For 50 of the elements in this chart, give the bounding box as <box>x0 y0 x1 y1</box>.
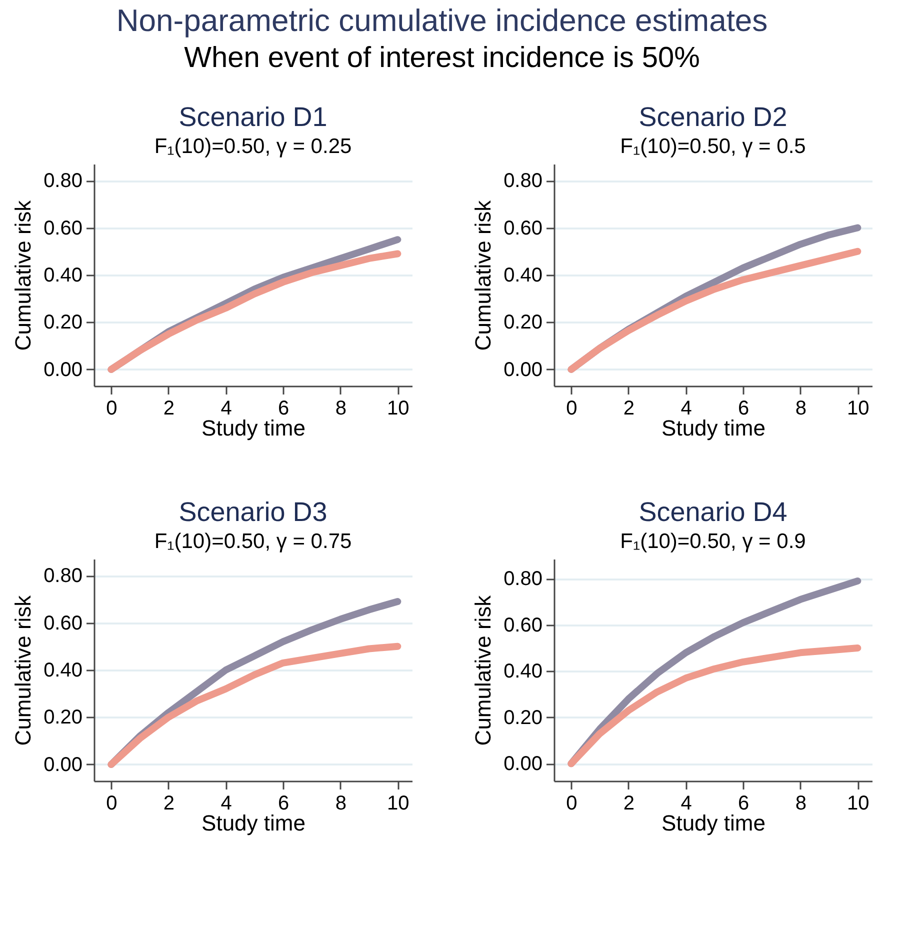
y-tick-label: 0.60 <box>504 217 542 240</box>
chart-title: Scenario D4 <box>638 497 788 527</box>
y-axis-title: Cumulative risk <box>10 594 36 746</box>
y-tick-label: 0.60 <box>44 612 82 634</box>
y-tick-label: 0.20 <box>44 312 82 334</box>
y-tick-label: 0.00 <box>44 754 82 776</box>
y-tick-label: 0.40 <box>44 660 82 682</box>
y-tick-label: 0.00 <box>504 358 542 381</box>
y-tick-label: 0.00 <box>44 358 82 381</box>
y-axis-title: Cumulative risk <box>470 594 496 746</box>
x-tick-label: 2 <box>623 792 635 814</box>
x-tick-label: 8 <box>795 792 806 814</box>
x-tick-label: 2 <box>163 398 175 420</box>
x-tick-label: 0 <box>566 398 578 420</box>
chart-subtitle: F₁(10)=0.50, γ = 0.25 <box>154 135 352 158</box>
chart-title: Scenario D3 <box>178 497 328 527</box>
y-tick-label: 0.60 <box>504 614 542 636</box>
y-axis-title: Cumulative risk <box>10 199 36 351</box>
y-tick-label: 0.80 <box>44 170 82 192</box>
x-tick-label: 8 <box>795 398 806 420</box>
x-tick-label: 10 <box>847 398 870 420</box>
x-tick-label: 2 <box>623 398 635 420</box>
y-axis-title: Cumulative risk <box>470 199 496 351</box>
x-tick-label: 10 <box>847 792 870 814</box>
chart-subtitle: F₁(10)=0.50, γ = 0.9 <box>620 530 806 553</box>
chart-subtitle: F₁(10)=0.50, γ = 0.5 <box>620 135 806 158</box>
y-tick-label: 0.00 <box>504 753 542 776</box>
text: Non-parametric cumulative incidence estimates <box>116 3 768 38</box>
x-tick-label: 10 <box>387 398 410 420</box>
x-tick-label: 8 <box>335 792 346 814</box>
chart-title: Scenario D1 <box>178 102 328 132</box>
y-tick-label: 0.40 <box>44 264 82 286</box>
x-tick-label: 0 <box>106 398 118 420</box>
text: When event of interest incidence is 50% <box>184 42 700 74</box>
y-tick-label: 0.20 <box>504 706 542 729</box>
x-tick-label: 0 <box>566 792 578 814</box>
chart-subtitle: F₁(10)=0.50, γ = 0.75 <box>154 530 352 553</box>
chart-title: Scenario D2 <box>638 102 788 132</box>
x-tick-label: 0 <box>106 792 118 814</box>
y-tick-label: 0.20 <box>504 312 542 334</box>
y-tick-label: 0.40 <box>504 264 542 286</box>
y-tick-label: 0.60 <box>44 217 82 240</box>
y-tick-label: 0.80 <box>504 568 542 590</box>
y-tick-label: 0.80 <box>44 565 82 588</box>
x-tick-label: 2 <box>163 792 175 814</box>
x-tick-label: 8 <box>335 398 346 420</box>
y-tick-label: 0.80 <box>504 170 542 192</box>
x-tick-label: 10 <box>387 792 410 814</box>
y-tick-label: 0.20 <box>44 706 82 729</box>
y-tick-label: 0.40 <box>504 660 542 683</box>
